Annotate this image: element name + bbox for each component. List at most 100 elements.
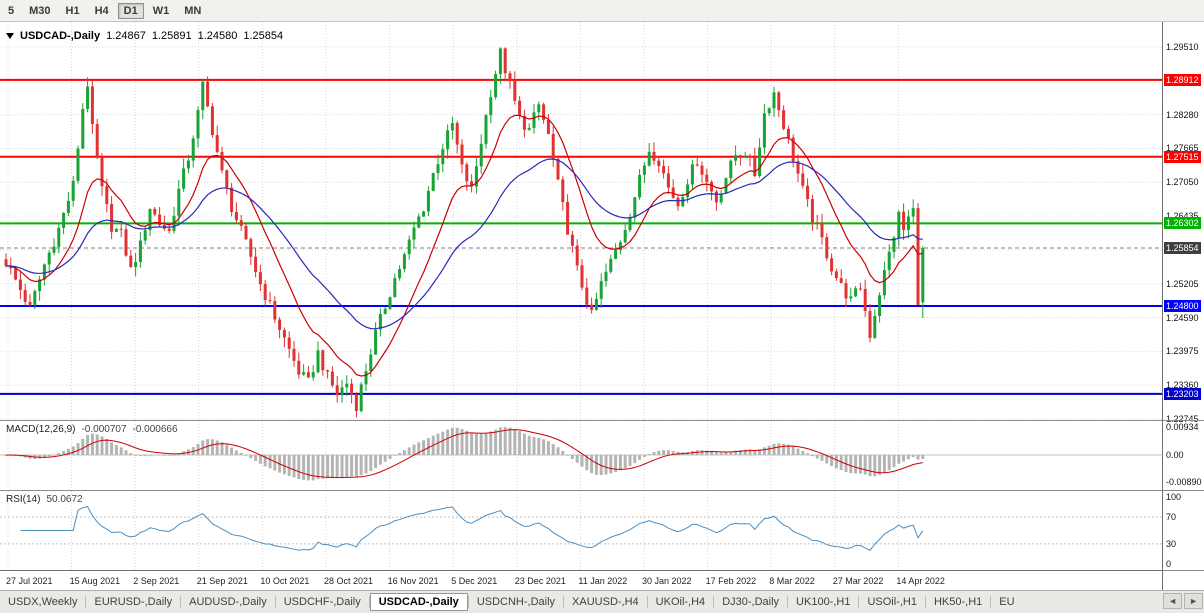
price-axis-label: 1.22745 [1166, 414, 1199, 424]
date-axis-label: 2 Sep 2021 [133, 576, 180, 586]
tab-scroll-left-icon[interactable]: ◄ [1163, 593, 1183, 609]
rsi-value: 50.0672 [46, 494, 83, 505]
chart-header: USDCAD-,Daily 1.24867 1.25891 1.24580 1.… [6, 30, 283, 42]
chart-tab-usoil-h1[interactable]: USOil-,H1 [867, 596, 917, 608]
chart-tab-usdcad-daily[interactable]: USDCAD-,Daily [369, 593, 468, 611]
chart-tab-dj30-daily[interactable]: DJ30-,Daily [722, 596, 780, 608]
price-axis-label: 1.23360 [1166, 380, 1199, 391]
chart-tab-usdchf-daily[interactable]: USDCHF-,Daily [283, 596, 361, 608]
price-axis-label: 1.26435 [1166, 211, 1199, 222]
timeframe-button-h4[interactable]: H4 [94, 4, 109, 17]
macd-axis-label: 0.00 [1166, 450, 1184, 460]
date-axis-label: 17 Feb 2022 [705, 576, 757, 586]
price-panel: USDCAD-,Daily 1.24867 1.25891 1.24580 1.… [0, 22, 1162, 420]
rsi-name: RSI(14) [6, 494, 41, 505]
tab-separator [368, 596, 370, 608]
chart-tabs-bar: USDX,Weekly EURUSD-,Daily AUDUSD-,Daily USD… [0, 590, 1204, 613]
rsi-panel: RSI(14) 50.0672 [0, 491, 1162, 570]
rsi-axis-label: 0 [1166, 559, 1172, 569]
timeframe-button-m30[interactable]: M30 [29, 4, 51, 17]
date-axis-label: 8 Mar 2022 [769, 576, 815, 586]
date-axis-label: 27 Jul 2021 [6, 576, 53, 586]
chart-tab-eurusd-daily[interactable]: EURUSD-,Daily [94, 596, 173, 608]
date-axis-label: 28 Oct 2021 [324, 576, 374, 586]
tab-separator [274, 596, 276, 608]
macd-axis-label: 0.00934 [1166, 421, 1199, 432]
date-axis-label: 21 Sep 2021 [196, 576, 248, 586]
tab-separator [646, 596, 648, 608]
macd-main-value: -0.000707 [81, 424, 127, 435]
time-axis: 27 Jul 2021 15 Aug 2021 2 Sep 2021 21 Sep 2… [0, 570, 1162, 590]
price-axis: 1.29510 1.28280 1.27665 1.27050 1.26435 1.252… [1162, 22, 1204, 590]
price-axis-label: 1.25205 [1166, 278, 1199, 289]
rsi-axis-label: 70 [1166, 512, 1177, 523]
tab-separator [990, 596, 992, 608]
tab-separator [180, 596, 182, 608]
date-axis-label: 14 Apr 2022 [896, 576, 945, 586]
price-axis-label: 1.23975 [1166, 346, 1199, 357]
axis-divider [1163, 420, 1204, 421]
chart-area: USDCAD-,Daily 1.24867 1.25891 1.24580 1.… [0, 22, 1162, 590]
axis-divider [1163, 570, 1204, 571]
date-axis-label: 23 Dec 2021 [514, 576, 566, 586]
timeframe-button-5[interactable]: 5 [8, 4, 15, 17]
symbol-marker-icon[interactable] [6, 33, 14, 39]
tab-separator [713, 596, 715, 608]
price-level-badge: 1.24800 [1164, 299, 1201, 312]
date-axis-label: 16 Nov 2021 [387, 576, 439, 586]
tab-separator [858, 596, 860, 608]
chart-tab-ukoil-h4[interactable]: UKOil-,H4 [655, 596, 706, 608]
tab-separator [85, 596, 87, 608]
date-axis-label: 11 Jan 2022 [578, 576, 628, 586]
ohlc-high: 1.25891 [151, 30, 192, 42]
chart-tab-eu[interactable]: EU [999, 596, 1015, 608]
date-axis-label: 15 Aug 2021 [69, 576, 121, 586]
chart-tab-xauusd-h4[interactable]: XAUUSD-,H4 [572, 596, 639, 608]
chart-tab-usdcnh-daily[interactable]: USDCNH-,Daily [476, 596, 556, 608]
chart-tab-usdx-weekly[interactable]: USDX,Weekly [8, 596, 78, 608]
timeframe-button-h1[interactable]: H1 [65, 4, 80, 17]
chart-symbol-period: USDCAD-,Daily [20, 30, 101, 42]
price-axis-label: 1.29510 [1166, 42, 1199, 52]
price-axis-label: 1.27050 [1166, 177, 1199, 188]
price-level-badge: 1.26302 [1164, 217, 1201, 230]
tab-scroll-controls: ◄ ► [1160, 593, 1203, 609]
chart-tab-audusd-daily[interactable]: AUDUSD-,Daily [189, 596, 267, 608]
current-price-badge: 1.25854 [1164, 242, 1201, 255]
tab-separator [563, 596, 565, 608]
macd-axis-label: -0.00890 [1166, 476, 1202, 487]
timeframe-button-d1[interactable]: D1 [117, 2, 144, 19]
tab-separator [924, 596, 926, 608]
date-axis-label: 27 Mar 2022 [832, 576, 884, 586]
macd-signal-value: -0.000666 [132, 424, 178, 435]
price-level-badge: 1.27515 [1164, 150, 1201, 163]
macd-name: MACD(12,26,9) [6, 424, 76, 435]
price-axis-label: 1.24590 [1166, 312, 1199, 323]
tab-scroll-right-icon[interactable]: ► [1184, 593, 1203, 609]
chart-workspace: USDCAD-,Daily 1.24867 1.25891 1.24580 1.… [0, 22, 1204, 590]
axis-divider [1163, 490, 1204, 491]
timeframe-button-mn[interactable]: MN [184, 4, 202, 17]
ohlc-open: 1.24867 [106, 30, 146, 42]
macd-chart[interactable] [0, 421, 1162, 490]
tab-separator [787, 596, 789, 608]
date-axis-label: 10 Oct 2021 [260, 576, 310, 586]
rsi-chart[interactable] [0, 491, 1162, 570]
timeframe-toolbar: 5 M30 H1 H4 D1 W1 MN [0, 0, 1204, 22]
macd-panel: MACD(12,26,9) -0.000707 -0.000666 [0, 421, 1162, 490]
panel-splitter[interactable] [0, 490, 1162, 491]
date-axis-label: 30 Jan 2022 [642, 576, 692, 586]
price-level-badge: 1.23203 [1164, 387, 1201, 400]
candlestick-chart[interactable] [0, 22, 1162, 420]
price-level-badge: 1.28912 [1164, 73, 1201, 86]
chart-tab-uk100-h1[interactable]: UK100-,H1 [796, 596, 851, 608]
date-axis-label: 5 Dec 2021 [451, 576, 498, 586]
tab-separator [467, 596, 469, 608]
rsi-label: RSI(14) 50.0672 [6, 494, 83, 505]
panel-splitter[interactable] [0, 420, 1162, 421]
chart-tab-hk50-h1[interactable]: HK50-,H1 [933, 596, 983, 608]
timeframe-button-w1[interactable]: W1 [152, 4, 170, 17]
ohlc-low: 1.24580 [197, 30, 238, 42]
rsi-axis-label: 100 [1166, 492, 1182, 502]
